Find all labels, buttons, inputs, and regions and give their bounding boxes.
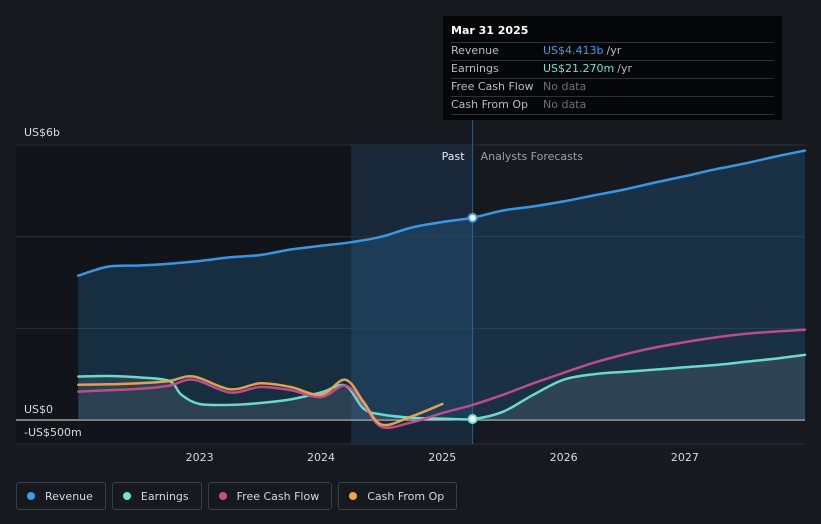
markers [467, 212, 478, 425]
marker-earnings [467, 414, 478, 425]
x-tick-label: 2023 [186, 451, 214, 464]
tooltip-row-free-cash-flow: Free Cash Flow No data [451, 79, 774, 97]
tooltip-label: Earnings [451, 62, 499, 75]
gridlines [16, 120, 805, 445]
legend: Revenue Earnings Free Cash Flow Cash From O… [16, 482, 458, 510]
tooltip-label: Revenue [451, 44, 499, 57]
legend-dot-icon [122, 492, 131, 500]
tooltip-value: US$21.270m [543, 62, 615, 75]
series-line-revenue [77, 149, 807, 277]
legend-label: Revenue [45, 489, 93, 503]
legend-item-earnings[interactable]: Earnings [111, 482, 202, 510]
y-label-zero: US$0 [24, 403, 53, 416]
series-line-earnings [77, 353, 807, 421]
past-label: Past [442, 150, 466, 163]
highlight-region [351, 145, 473, 445]
area-revenue [78, 150, 806, 420]
tooltip-unit: /yr [617, 62, 632, 75]
legend-item-revenue[interactable]: Revenue [16, 482, 106, 510]
legend-item-free-cash-flow[interactable]: Free Cash Flow [207, 482, 333, 510]
tooltip-row-earnings: Earnings US$21.270m/yr [451, 61, 774, 79]
forecast-label: Analysts Forecasts [481, 150, 584, 163]
marker-revenue [467, 212, 478, 223]
legend-label: Free Cash Flow [236, 489, 320, 503]
y-label-bottom: -US$500m [24, 426, 82, 439]
x-tick-label: 2026 [550, 451, 578, 464]
tooltip-date: Mar 31 2025 [451, 24, 774, 43]
tooltip-unit: /yr [606, 44, 622, 57]
tooltip-label: Free Cash Flow [451, 80, 534, 93]
legend-dot-icon [218, 492, 227, 500]
x-tick-label: 2027 [671, 451, 699, 464]
tooltip-value: US$4.413b [543, 44, 604, 57]
series-lines [77, 149, 807, 430]
legend-label: Cash From Op [367, 489, 445, 503]
legend-dot-icon [349, 492, 358, 500]
tooltip-value: No data [543, 98, 587, 111]
legend-label: Earnings [140, 489, 189, 503]
series-line-free-cash-flow [77, 328, 807, 430]
x-tick-label: 2024 [307, 451, 335, 464]
tooltip: Mar 31 2025 Revenue US$4.413b/yr Earnings U… [443, 16, 782, 120]
tooltip-value: No data [543, 80, 587, 93]
tooltip-label: Cash From Op [451, 98, 529, 111]
legend-dot-icon [27, 492, 35, 500]
x-tick-label: 2025 [428, 451, 456, 464]
tooltip-row-revenue: Revenue US$4.413b/yr [451, 43, 774, 61]
axis-labels: US$6b US$0 -US$500m 2023 2024 2025 2026 2027 Pas… [24, 126, 699, 464]
tooltip-row-cash-from-op: Cash From Op No data [451, 97, 774, 115]
series-line-cash-from-op [77, 374, 444, 427]
y-label-top: US$6b [24, 126, 60, 139]
legend-item-cash-from-op[interactable]: Cash From Op [338, 482, 458, 510]
